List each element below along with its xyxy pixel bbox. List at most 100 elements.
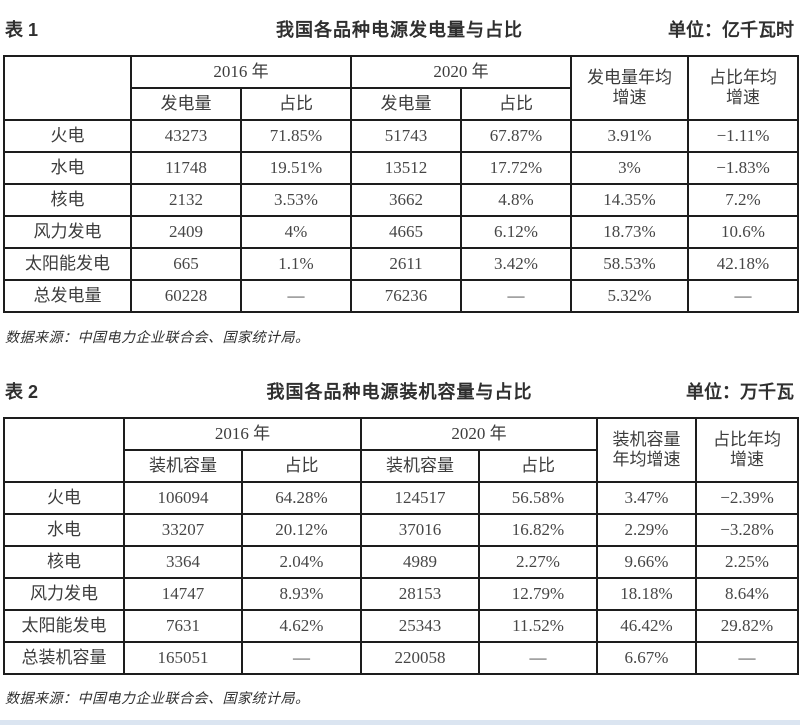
- sub-header: 占比: [240, 87, 352, 121]
- data-cell: 3%: [570, 151, 689, 185]
- row-label: 核电: [3, 183, 132, 217]
- data-cell: −3.28%: [695, 513, 799, 547]
- data-cell: 17.72%: [460, 151, 572, 185]
- data-cell: 4.8%: [460, 183, 572, 217]
- data-cell: 3364: [123, 545, 243, 579]
- data-cell: —: [478, 641, 598, 675]
- data-cell: 25343: [360, 609, 480, 643]
- table2-caption: 表 2 我国各品种电源装机容量与占比 单位：万千瓦: [0, 378, 800, 404]
- data-cell: 3662: [350, 183, 462, 217]
- data-cell: 14.35%: [570, 183, 689, 217]
- data-cell: 4989: [360, 545, 480, 579]
- data-cell: 64.28%: [241, 481, 362, 515]
- capacity-growth-header: 装机容量 年均增速: [596, 417, 697, 483]
- data-cell: 13512: [350, 151, 462, 185]
- data-cell: 4%: [240, 215, 352, 249]
- data-cell: 58.53%: [570, 247, 689, 281]
- table-row: 火电 106094 64.28% 124517 56.58% 3.47% −2.39%: [3, 481, 799, 515]
- data-cell: 3.91%: [570, 119, 689, 153]
- sub-header: 装机容量: [123, 449, 243, 483]
- page-bottom-edge: [0, 720, 800, 725]
- table-row: 核电 3364 2.04% 4989 2.27% 9.66% 2.25%: [3, 545, 799, 579]
- generation-table: 2016 年 2020 年 发电量年均 增速 占比年均 增速 发电量 占比 发电…: [3, 55, 799, 313]
- data-cell: 71.85%: [240, 119, 352, 153]
- data-cell: 11.52%: [478, 609, 598, 643]
- table1-number: 表 1: [5, 20, 39, 40]
- row-label: 火电: [3, 481, 125, 515]
- data-cell: 7631: [123, 609, 243, 643]
- row-label: 水电: [3, 513, 125, 547]
- row-label: 风力发电: [3, 577, 125, 611]
- year-2020-header: 2020 年: [360, 417, 598, 451]
- row-label: 太阳能发电: [3, 247, 132, 281]
- header-row-years: 2016 年 2020 年 发电量年均 增速 占比年均 增速: [3, 55, 799, 121]
- row-label: 水电: [3, 151, 132, 185]
- data-cell: 165051: [123, 641, 243, 675]
- data-cell: 29.82%: [695, 609, 799, 643]
- sub-header: 占比: [478, 449, 598, 483]
- data-cell: −1.11%: [687, 119, 799, 153]
- corner-cell: [3, 417, 125, 483]
- data-cell: 42.18%: [687, 247, 799, 281]
- data-cell: 2611: [350, 247, 462, 281]
- header-row-measures: 装机容量 占比 装机容量 占比: [4, 449, 798, 483]
- table-row: 核电 2132 3.53% 3662 4.8% 14.35% 7.2%: [3, 183, 799, 217]
- data-cell: 5.32%: [570, 279, 689, 313]
- data-cell: 37016: [360, 513, 480, 547]
- table1-title: 我国各品种电源发电量与占比: [276, 20, 523, 40]
- data-cell: 4.62%: [241, 609, 362, 643]
- table-row: 风力发电 2409 4% 4665 6.12% 18.73% 10.6%: [3, 215, 799, 249]
- share-growth-header: 占比年均 增速: [695, 417, 799, 483]
- data-cell: 51743: [350, 119, 462, 153]
- data-cell: 2409: [130, 215, 242, 249]
- row-label: 核电: [3, 545, 125, 579]
- data-cell: 2.27%: [478, 545, 598, 579]
- generation-table-header: 2016 年 2020 年 发电量年均 增速 占比年均 增速 发电量 占比 发电…: [3, 55, 799, 121]
- data-cell: 6.67%: [596, 641, 697, 675]
- data-cell: 124517: [360, 481, 480, 515]
- generation-table-body: 火电 43273 71.85% 51743 67.87% 3.91% −1.11% 水电 117…: [3, 119, 799, 313]
- data-cell: 106094: [123, 481, 243, 515]
- data-cell: 8.64%: [695, 577, 799, 611]
- data-cell: 76236: [350, 279, 462, 313]
- sub-header: 发电量: [130, 87, 242, 121]
- data-cell: 6.12%: [460, 215, 572, 249]
- data-cell: 16.82%: [478, 513, 598, 547]
- data-cell: 2.29%: [596, 513, 697, 547]
- data-cell: 3.53%: [240, 183, 352, 217]
- table-row: 水电 33207 20.12% 37016 16.82% 2.29% −3.28%: [3, 513, 799, 547]
- header-row-measures: 发电量 占比 发电量 占比: [4, 87, 798, 121]
- data-cell: 20.12%: [241, 513, 362, 547]
- data-cell: 11748: [130, 151, 242, 185]
- data-cell: —: [241, 641, 362, 675]
- sub-header: 发电量: [350, 87, 462, 121]
- data-cell: 2132: [130, 183, 242, 217]
- corner-cell: [3, 55, 132, 121]
- sub-header: 装机容量: [360, 449, 480, 483]
- data-cell: 1.1%: [240, 247, 352, 281]
- table1-source-note: 数据来源：中国电力企业联合会、国家统计局。: [5, 331, 310, 346]
- data-cell: 60228: [130, 279, 242, 313]
- row-label: 总装机容量: [3, 641, 125, 675]
- table-row: 太阳能发电 665 1.1% 2611 3.42% 58.53% 42.18%: [3, 247, 799, 281]
- table-row: 总装机容量 165051—220058—6.67% —: [3, 641, 799, 675]
- data-cell: −1.83%: [687, 151, 799, 185]
- data-cell: −2.39%: [695, 481, 799, 515]
- generation-growth-header: 发电量年均 增速: [570, 55, 689, 121]
- row-label: 总发电量: [3, 279, 132, 313]
- data-cell: —: [687, 279, 799, 313]
- table-row: 水电 11748 19.51% 13512 17.72% 3% −1.83%: [3, 151, 799, 185]
- data-cell: 3.47%: [596, 481, 697, 515]
- year-2016-header: 2016 年: [123, 417, 362, 451]
- data-cell: 665: [130, 247, 242, 281]
- data-cell: 2.25%: [695, 545, 799, 579]
- capacity-table-body: 火电 106094 64.28% 124517 56.58% 3.47% −2.39% 水电 3…: [3, 481, 799, 675]
- capacity-table-header: 2016 年 2020 年 装机容量 年均增速 占比年均 增速 装机容量 占比 …: [3, 417, 799, 483]
- table2-source-note: 数据来源：中国电力企业联合会、国家统计局。: [5, 692, 310, 707]
- year-2020-header: 2020 年: [350, 55, 572, 89]
- data-cell: 19.51%: [240, 151, 352, 185]
- table2-number: 表 2: [5, 382, 39, 402]
- table-row: 火电 43273 71.85% 51743 67.87% 3.91% −1.11%: [3, 119, 799, 153]
- data-cell: 43273: [130, 119, 242, 153]
- data-cell: 4665: [350, 215, 462, 249]
